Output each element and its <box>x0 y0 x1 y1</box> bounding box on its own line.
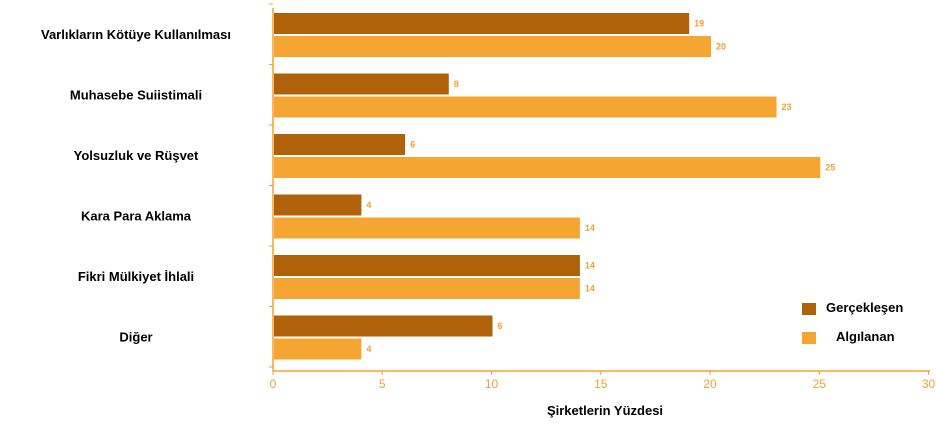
value-label-algilanan-2: 25 <box>825 163 835 173</box>
category-label-0: Varlıkların Kötüye Kullanılması <box>41 27 231 42</box>
bar-algilanan-4 <box>274 278 580 299</box>
value-label-gerceklesen-0: 19 <box>694 19 704 29</box>
x-ticks-group: 0 5 10 15 20 25 30 <box>270 371 936 391</box>
x-tick-label-4: 20 <box>703 377 717 391</box>
bar-gerceklesen-0 <box>274 13 690 34</box>
legend-label-0: Gerçekleşen <box>826 300 903 315</box>
value-label-gerceklesen-1: 8 <box>454 79 459 89</box>
category-labels-group: Varlıkların Kötüye Kullanılması Muhasebe … <box>41 27 231 345</box>
x-tick-label-6: 30 <box>922 377 936 391</box>
value-label-algilanan-1: 23 <box>782 102 792 112</box>
bar-algilanan-0 <box>274 36 711 57</box>
value-label-gerceklesen-5: 6 <box>498 321 503 331</box>
category-label-4: Fikri Mülkiyet İhlali <box>78 269 194 284</box>
legend-swatch-0 <box>802 303 816 315</box>
category-label-2: Yolsuzluk ve Rüşvet <box>74 148 199 163</box>
bar-gerceklesen-3 <box>274 194 362 216</box>
x-tick-label-1: 5 <box>379 377 386 391</box>
x-tick-label-3: 15 <box>594 377 608 391</box>
bar-gerceklesen-5 <box>274 315 493 337</box>
bar-algilanan-2 <box>274 157 821 178</box>
legend-swatch-1 <box>802 332 816 344</box>
category-label-1: Muhasebe Suiistimali <box>70 88 202 103</box>
bar-algilanan-1 <box>274 96 777 118</box>
x-tick-label-0: 0 <box>270 377 277 391</box>
bars-group <box>274 13 821 360</box>
category-label-5: Diğer <box>119 330 152 345</box>
value-label-gerceklesen-3: 4 <box>366 200 371 210</box>
value-label-algilanan-0: 20 <box>716 42 726 52</box>
x-tick-label-5: 25 <box>813 377 827 391</box>
value-label-algilanan-3: 14 <box>585 223 595 233</box>
value-labels-group: 19 20 8 23 6 25 4 14 14 14 6 4 <box>366 19 835 355</box>
category-label-3: Kara Para Aklama <box>81 209 192 224</box>
bar-algilanan-5 <box>274 338 362 360</box>
x-axis-title: Şirketlerin Yüzdesi <box>547 403 663 418</box>
bar-algilanan-3 <box>274 217 580 239</box>
value-label-algilanan-4: 14 <box>585 284 595 294</box>
value-label-gerceklesen-2: 6 <box>410 140 415 150</box>
x-tick-label-2: 10 <box>485 377 499 391</box>
bar-gerceklesen-2 <box>274 134 406 155</box>
bar-gerceklesen-1 <box>274 73 449 95</box>
legend-label-1: Algılanan <box>836 329 895 344</box>
legend: Gerçekleşen Algılanan <box>802 300 903 344</box>
value-label-gerceklesen-4: 14 <box>585 261 595 271</box>
bar-gerceklesen-4 <box>274 255 580 276</box>
value-label-algilanan-5: 4 <box>366 344 371 354</box>
